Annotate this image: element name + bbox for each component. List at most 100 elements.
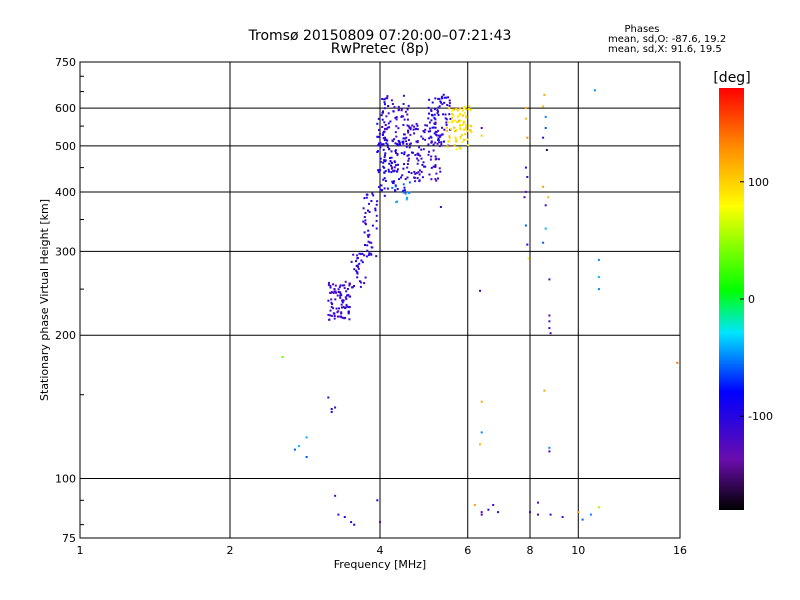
echo-point	[548, 446, 551, 449]
echo-point	[366, 249, 369, 252]
echo-point	[414, 172, 417, 175]
echo-point	[341, 301, 344, 304]
echo-point	[365, 196, 368, 199]
echo-point	[480, 127, 483, 129]
echo-point	[420, 157, 423, 160]
echo-point	[341, 299, 344, 302]
echo-point	[433, 116, 436, 119]
echo-point	[400, 115, 403, 118]
echo-point	[376, 151, 379, 153]
echo-point	[338, 286, 341, 289]
echo-point	[408, 139, 410, 142]
echo-point	[384, 170, 387, 173]
echo-point	[348, 306, 351, 309]
echo-point	[409, 126, 412, 129]
echo-point	[409, 128, 412, 131]
echo-point	[479, 289, 481, 292]
echo-point	[398, 140, 401, 143]
echo-point	[548, 450, 551, 453]
echo-point	[469, 129, 472, 132]
echo-point	[543, 389, 546, 392]
echo-point	[386, 95, 389, 98]
echo-point	[548, 327, 551, 330]
echo-point	[410, 172, 413, 175]
echo-point	[430, 140, 433, 143]
x-tick-label: 6	[464, 544, 471, 557]
echo-point	[329, 309, 332, 312]
echo-point	[459, 147, 462, 150]
echo-point	[416, 140, 419, 143]
echo-point	[347, 312, 350, 315]
echo-point	[368, 202, 370, 205]
echo-point	[413, 170, 416, 173]
echo-point	[448, 139, 451, 142]
echo-point	[454, 136, 457, 139]
echo-point	[415, 140, 418, 143]
echo-point	[423, 131, 426, 134]
echo-point	[392, 169, 395, 172]
echo-point	[463, 107, 466, 110]
echo-point	[407, 104, 410, 107]
echo-point	[393, 138, 396, 141]
echo-point	[387, 112, 390, 115]
echo-point	[379, 188, 382, 191]
echo-point	[407, 131, 410, 134]
echo-point	[453, 126, 456, 129]
echo-point	[448, 104, 451, 107]
echo-point	[358, 252, 361, 255]
echo-point	[333, 315, 336, 317]
echo-point	[385, 115, 388, 118]
echo-point	[416, 157, 419, 160]
echo-point	[465, 108, 468, 111]
chart-title: Tromsø 20150809 07:20:00–07:21:43	[248, 28, 512, 44]
echo-point	[383, 177, 386, 180]
echo-point	[349, 295, 352, 298]
phase-x-stats: mean, sd,X: 91.6, 19.5	[608, 44, 722, 55]
echo-point	[406, 118, 409, 121]
echo-point	[375, 203, 378, 206]
echo-point	[457, 121, 459, 124]
echo-point	[329, 286, 332, 289]
echo-point	[337, 288, 340, 291]
echo-point	[390, 164, 392, 167]
echo-point	[461, 114, 464, 117]
echo-point	[396, 188, 399, 190]
echo-point	[405, 140, 408, 143]
echo-point	[381, 126, 384, 128]
echo-point	[334, 406, 337, 409]
echo-point	[402, 189, 405, 192]
echo-point	[413, 176, 416, 179]
echo-point	[379, 169, 382, 172]
echo-point	[412, 128, 415, 131]
echo-point	[419, 154, 422, 157]
echo-point	[367, 240, 370, 243]
echo-point	[454, 138, 457, 141]
echo-point	[434, 97, 437, 100]
y-axis-label: Stationary phase Virtual Height [km]	[38, 199, 51, 401]
echo-point	[330, 408, 333, 410]
echo-point	[406, 154, 409, 157]
echo-point	[414, 154, 417, 156]
echo-point	[403, 151, 406, 154]
echo-point	[492, 504, 495, 506]
echo-point	[526, 176, 529, 178]
echo-point	[349, 282, 351, 285]
echo-point	[473, 504, 476, 506]
echo-point	[467, 144, 470, 147]
echo-point	[448, 113, 451, 116]
grid-lines	[80, 62, 680, 538]
echo-point	[440, 143, 443, 146]
echo-point	[456, 115, 459, 118]
echo-point	[381, 98, 384, 100]
echo-point	[377, 135, 380, 138]
echo-point	[400, 152, 403, 155]
echo-point	[542, 185, 545, 188]
echo-point	[524, 166, 527, 169]
echo-point	[436, 109, 439, 112]
echo-point	[344, 307, 347, 310]
echo-point	[336, 315, 339, 318]
echo-point	[378, 132, 381, 135]
echo-point	[384, 159, 387, 162]
echo-point	[393, 180, 395, 183]
